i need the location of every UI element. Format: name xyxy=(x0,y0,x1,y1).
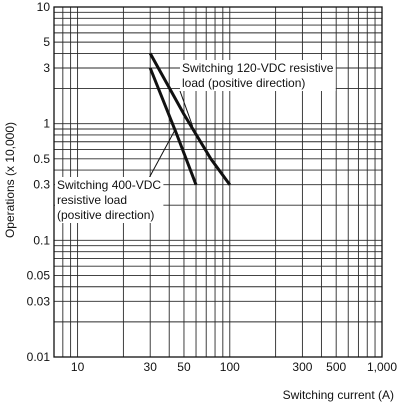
x-tick-label: 1,000 xyxy=(367,360,397,374)
annotation-400vdc-background xyxy=(55,177,164,223)
y-tick-label: 0.3 xyxy=(33,178,50,192)
y-tick-label: 10 xyxy=(37,0,51,14)
annotation-120vdc-line2: load (positive direction) xyxy=(182,76,305,90)
x-tick-label: 100 xyxy=(220,360,240,374)
x-tick-label: 10 xyxy=(71,360,85,374)
y-tick-label: 0.03 xyxy=(27,294,51,308)
y-tick-label: 0.5 xyxy=(33,152,50,166)
plot-frame xyxy=(53,6,383,358)
y-tick-labels: 10 5 3 1 0.5 0.3 0.1 0.05 0.03 0.01 xyxy=(27,0,51,364)
series-lines xyxy=(148,52,232,186)
annotation-400vdc-line2: resistive load xyxy=(57,193,127,207)
y-tick-label: 0.1 xyxy=(33,233,50,247)
series-line-400vdc xyxy=(148,67,198,186)
y-tick-label: 5 xyxy=(43,35,50,49)
annotation-leaders xyxy=(147,90,194,181)
leader-120vdc xyxy=(179,90,194,127)
series-line-120vdc xyxy=(148,52,232,186)
x-tick-label: 300 xyxy=(292,360,312,374)
annotation-120vdc-line1: Switching 120-VDC resistive xyxy=(182,61,334,75)
x-tick-label: 30 xyxy=(144,360,158,374)
annotation-400vdc-line1: Switching 400-VDC xyxy=(57,178,161,192)
y-tick-label: 0.01 xyxy=(27,350,51,364)
leader-400vdc xyxy=(147,128,176,181)
x-tick-label: 500 xyxy=(326,360,346,374)
annotation-backgrounds xyxy=(55,60,336,223)
y-axis-title: Operations (x 10,000) xyxy=(3,122,17,238)
y-tick-label: 0.05 xyxy=(27,268,51,282)
annotation-120vdc-background xyxy=(180,60,336,91)
y-tick-label: 3 xyxy=(43,61,50,75)
annotation-400vdc-line3: (positive direction) xyxy=(57,208,154,222)
x-tick-labels: 10 30 50 100 300 500 1,000 xyxy=(71,360,397,374)
x-axis-title: Switching current (A) xyxy=(283,388,394,402)
x-tick-label: 50 xyxy=(177,360,191,374)
y-tick-label: 1 xyxy=(43,117,50,131)
